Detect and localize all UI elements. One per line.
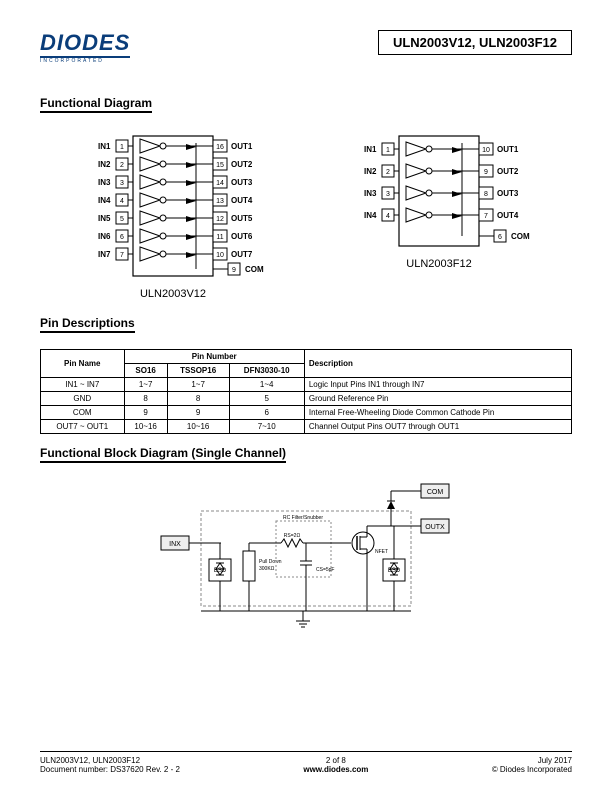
logo-subtext: INCORPORATED [40,58,130,64]
svg-text:CS=5pF: CS=5pF [316,567,334,573]
page-header: DIODES INCORPORATED ULN2003V12, ULN2003F… [40,30,572,64]
svg-text:OUT2: OUT2 [231,160,253,169]
th-pin-number: Pin Number [124,350,304,364]
svg-text:1: 1 [386,147,390,154]
svg-text:IN4: IN4 [364,211,377,220]
svg-text:IN3: IN3 [98,178,111,187]
svg-text:13: 13 [216,198,224,205]
svg-text:2: 2 [120,162,124,169]
svg-text:OUT3: OUT3 [231,178,253,187]
section-block-diagram: Functional Block Diagram (Single Channel… [40,446,286,463]
svg-text:16: 16 [216,144,224,151]
svg-text:OUT3: OUT3 [497,189,519,198]
svg-text:OUT6: OUT6 [231,232,253,241]
table-row: IN1 ~ IN71~71~71~4 Logic Input Pins IN1 … [41,378,572,392]
svg-text:Pull Down: Pull Down [259,559,282,565]
diagram-f12: IN1 1 10 OUT1 IN2 2 9 OUT2 IN3 3 8 OUT3 … [344,131,534,300]
svg-text:COM: COM [511,232,530,241]
svg-text:OUT5: OUT5 [231,214,253,223]
svg-text:1: 1 [120,144,124,151]
svg-text:IN1: IN1 [364,145,377,154]
svg-text:RC Filter/Snubber: RC Filter/Snubber [283,515,323,521]
svg-text:OUT4: OUT4 [497,211,519,220]
footer-docnum: Document number: DS37620 Rev. 2 - 2 [40,765,180,774]
footer-parts: ULN2003V12, ULN2003F12 [40,756,180,765]
svg-text:7: 7 [484,213,488,220]
th-pin-name: Pin Name [41,350,125,378]
section-functional-diagram: Functional Diagram [40,96,152,113]
svg-text:12: 12 [216,216,224,223]
table-row: GND885 Ground Reference Pin [41,392,572,406]
footer-url: www.diodes.com [303,765,368,774]
th-so16: SO16 [124,364,167,378]
svg-text:4: 4 [120,198,124,205]
section-pin-descriptions: Pin Descriptions [40,316,135,333]
svg-text:3: 3 [120,180,124,187]
svg-text:2: 2 [386,169,390,176]
logo-block: DIODES INCORPORATED [40,30,130,64]
svg-text:3: 3 [386,191,390,198]
svg-text:10: 10 [216,252,224,259]
functional-diagrams: IN1 1 16 OUT1 IN2 2 15 OUT2 IN3 3 14 OUT… [40,121,572,304]
svg-text:IN2: IN2 [364,167,377,176]
svg-text:IN2: IN2 [98,160,111,169]
svg-text:OUT7: OUT7 [231,250,253,259]
svg-text:10: 10 [482,147,490,154]
svg-text:6: 6 [120,234,124,241]
block-diagram: INX ESD Pull Down 300KΩ RC Filter/Snubbe… [40,481,572,641]
svg-text:11: 11 [216,234,223,241]
svg-text:7: 7 [120,252,124,259]
th-description: Description [304,350,571,378]
logo-text: DIODES [40,30,130,58]
svg-text:IN7: IN7 [98,250,111,259]
block-diagram-svg: INX ESD Pull Down 300KΩ RC Filter/Snubbe… [151,481,461,641]
svg-text:15: 15 [216,162,224,169]
diagram-f12-svg: IN1 1 10 OUT1 IN2 2 9 OUT2 IN3 3 8 OUT3 … [344,131,534,251]
svg-text:RS=2Ω: RS=2Ω [284,533,301,539]
footer-copyright: © Diodes Incorporated [492,765,572,774]
svg-text:OUT1: OUT1 [497,145,519,154]
pin-table: Pin Name Pin Number Description SO16 TSS… [40,349,572,434]
svg-text:IN4: IN4 [98,196,111,205]
th-tssop16: TSSOP16 [167,364,229,378]
svg-text:14: 14 [216,180,224,187]
svg-text:9: 9 [232,267,236,274]
svg-text:OUT1: OUT1 [231,142,253,151]
table-row: OUT7 ~ OUT110~1610~167~10 Channel Output… [41,420,572,434]
svg-text:IN5: IN5 [98,214,111,223]
th-dfn: DFN3030-10 [229,364,304,378]
svg-text:300KΩ: 300KΩ [259,566,275,572]
svg-text:9: 9 [484,169,488,176]
svg-text:COM: COM [245,265,264,274]
table-row: COM996 Internal Free-Wheeling Diode Comm… [41,406,572,420]
svg-text:6: 6 [498,234,502,241]
svg-text:4: 4 [386,213,390,220]
svg-text:INX: INX [169,541,181,548]
svg-text:IN6: IN6 [98,232,111,241]
svg-text:IN3: IN3 [364,189,377,198]
svg-text:OUT2: OUT2 [497,167,519,176]
svg-text:IN1: IN1 [98,142,111,151]
svg-text:OUT4: OUT4 [231,196,253,205]
svg-text:8: 8 [484,191,488,198]
diagram-v12-label: ULN2003V12 [78,288,268,300]
svg-text:5: 5 [120,216,124,223]
svg-text:COM: COM [427,489,444,496]
svg-text:OUTX: OUTX [425,524,445,531]
diagram-v12-svg: IN1 1 16 OUT1 IN2 2 15 OUT2 IN3 3 14 OUT… [78,131,268,281]
svg-text:NFET: NFET [375,549,388,555]
footer-page: 2 of 8 [303,756,368,765]
page-footer: ULN2003V12, ULN2003F12 Document number: … [40,751,572,774]
part-number-box: ULN2003V12, ULN2003F12 [378,30,572,55]
diagram-f12-label: ULN2003F12 [344,258,534,270]
diagram-v12: IN1 1 16 OUT1 IN2 2 15 OUT2 IN3 3 14 OUT… [78,131,268,300]
footer-date: July 2017 [492,756,572,765]
